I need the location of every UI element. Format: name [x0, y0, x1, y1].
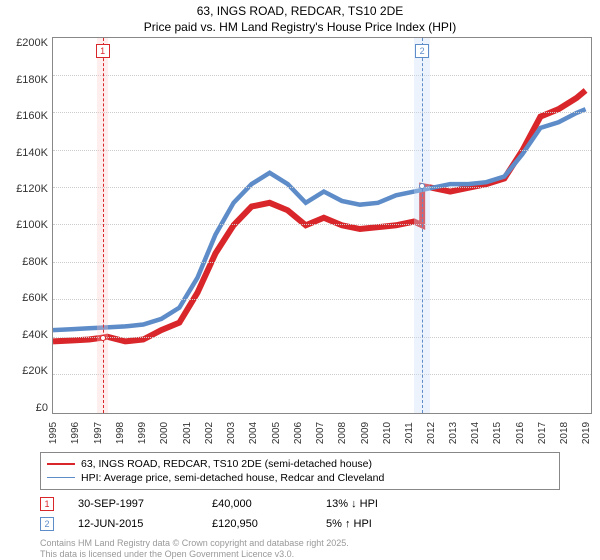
reference-dot	[419, 183, 425, 189]
y-tick-label: £200K	[16, 37, 48, 49]
gridline	[53, 374, 591, 375]
gridline	[53, 187, 591, 188]
y-axis: £200K £180K £160K £140K £120K £100K £80K £60K £4…	[8, 37, 52, 414]
reference-line	[422, 38, 423, 413]
credits-line2: This data is licensed under the Open Gov…	[40, 549, 560, 560]
sale-price: £120,950	[212, 518, 302, 530]
reference-label: 1	[96, 44, 110, 58]
title-line1: 63, INGS ROAD, REDCAR, TS10 2DE	[0, 4, 600, 20]
sale-marker: 2	[40, 517, 54, 531]
sale-marker: 1	[40, 497, 54, 511]
sale-price: £40,000	[212, 498, 302, 510]
y-tick-label: £120K	[16, 183, 48, 195]
y-tick-label: £0	[36, 402, 48, 414]
gridline	[53, 224, 591, 225]
y-tick-label: £140K	[16, 147, 48, 159]
y-tick-label: £160K	[16, 110, 48, 122]
y-tick-label: £20K	[22, 365, 48, 377]
y-tick-label: £100K	[16, 219, 48, 231]
legend-swatch	[47, 463, 75, 465]
sales-table: 1 30-SEP-1997 £40,000 13% ↓ HPI 2 12-JUN-2015…	[40, 494, 560, 534]
gridline	[53, 299, 591, 300]
legend-item: HPI: Average price, semi-detached house,…	[47, 471, 553, 485]
title-line2: Price paid vs. HM Land Registry's House …	[0, 20, 600, 36]
gridline	[53, 75, 591, 76]
sale-row: 1 30-SEP-1997 £40,000 13% ↓ HPI	[40, 494, 560, 514]
sale-delta: 13% ↓ HPI	[326, 498, 378, 510]
legend-label: HPI: Average price, semi-detached house,…	[81, 472, 384, 484]
sale-row: 2 12-JUN-2015 £120,950 5% ↑ HPI	[40, 514, 560, 534]
x-axis-wrap: 1995199619971998199920002001200220032004…	[0, 414, 600, 450]
credits: Contains HM Land Registry data © Crown c…	[40, 538, 560, 560]
legend-item: 63, INGS ROAD, REDCAR, TS10 2DE (semi-de…	[47, 457, 553, 471]
legend-swatch	[47, 477, 75, 479]
gridline	[53, 262, 591, 263]
reference-line	[103, 38, 104, 413]
sale-delta: 5% ↑ HPI	[326, 518, 372, 530]
gridline	[53, 112, 591, 113]
x-tick-label: 2019	[581, 422, 600, 444]
plot-area: 12	[52, 37, 592, 414]
series-property	[53, 91, 586, 342]
chart: £200K £180K £160K £140K £120K £100K £80K £60K £4…	[0, 37, 600, 414]
legend-label: 63, INGS ROAD, REDCAR, TS10 2DE (semi-de…	[81, 458, 372, 470]
y-tick-label: £40K	[22, 329, 48, 341]
gridline	[53, 337, 591, 338]
sale-date: 12-JUN-2015	[78, 518, 188, 530]
x-axis: 1995199619971998199920002001200220032004…	[52, 414, 592, 448]
gridline	[53, 150, 591, 151]
reference-dot	[100, 335, 106, 341]
y-tick-label: £80K	[22, 256, 48, 268]
y-tick-label: £180K	[16, 74, 48, 86]
sale-date: 30-SEP-1997	[78, 498, 188, 510]
y-tick-label: £60K	[22, 292, 48, 304]
chart-title-block: 63, INGS ROAD, REDCAR, TS10 2DE Price pa…	[0, 0, 600, 37]
credits-line1: Contains HM Land Registry data © Crown c…	[40, 538, 560, 549]
reference-label: 2	[415, 44, 429, 58]
legend: 63, INGS ROAD, REDCAR, TS10 2DE (semi-de…	[40, 452, 560, 490]
